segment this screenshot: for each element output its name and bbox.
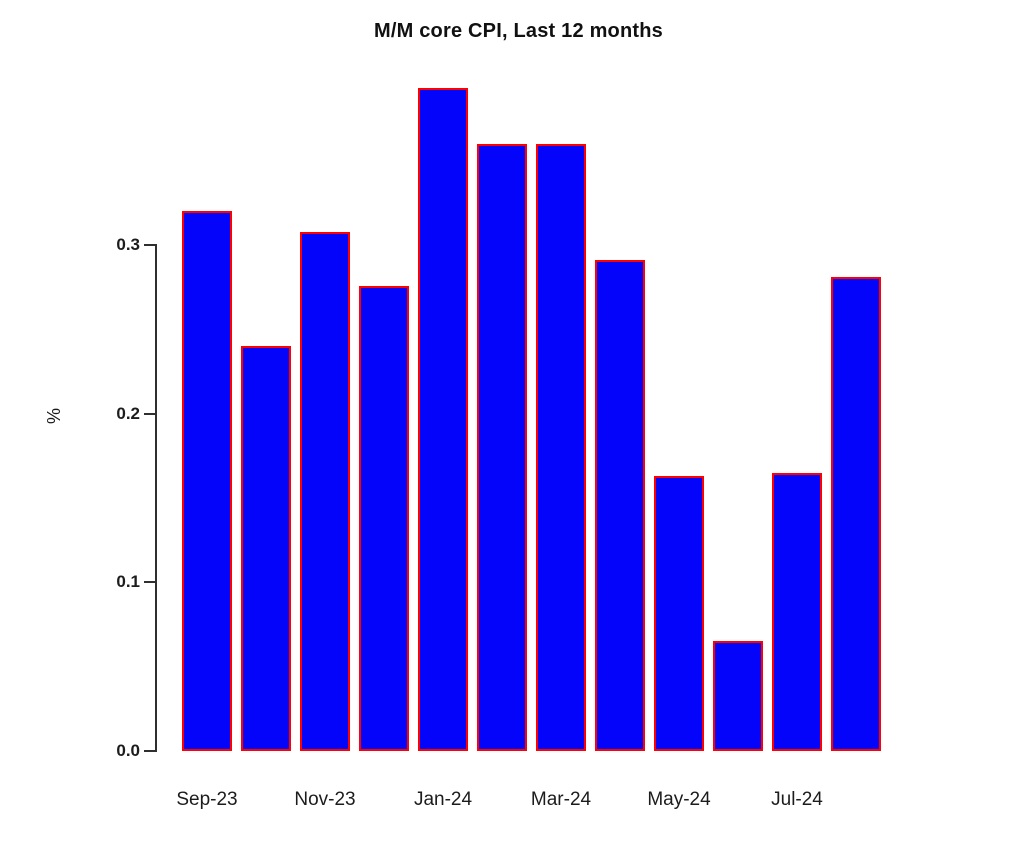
y-tick-label: 0.1 xyxy=(116,572,140,592)
bar-aug-24 xyxy=(831,277,881,751)
bar-sep-23 xyxy=(182,211,232,751)
bar-jan-24 xyxy=(418,88,468,751)
x-tick-label: Jan-24 xyxy=(413,789,473,810)
bar-jun-24 xyxy=(713,641,763,751)
bar-jul-24 xyxy=(772,472,822,751)
y-axis-label: % xyxy=(44,408,64,425)
bar-may-24 xyxy=(654,476,704,751)
y-tick-label: 0.3 xyxy=(116,235,140,255)
y-tick-label: 0.0 xyxy=(116,741,140,760)
bar-oct-23 xyxy=(241,346,291,751)
bar-mar-24 xyxy=(536,144,586,751)
y-axis-tick xyxy=(144,581,155,584)
bar-apr-24 xyxy=(595,260,645,751)
y-tick-label: 0.2 xyxy=(116,403,140,423)
x-tick-label: May-24 xyxy=(647,789,711,810)
chart-title: M/M core CPI, Last 12 months xyxy=(374,20,663,42)
x-tick-label: Sep-23 xyxy=(176,789,238,810)
x-tick-label: Jul-24 xyxy=(771,789,823,810)
bar-nov-23 xyxy=(300,231,350,751)
y-axis-tick xyxy=(144,244,155,247)
bar-feb-24 xyxy=(477,144,527,751)
x-tick-label: Mar-24 xyxy=(530,789,592,810)
y-axis-tick xyxy=(144,412,155,415)
x-tick-label: Nov-23 xyxy=(294,789,356,810)
bar-dec-23 xyxy=(359,285,409,751)
y-axis-tick xyxy=(144,750,155,752)
y-axis-line xyxy=(155,244,157,752)
